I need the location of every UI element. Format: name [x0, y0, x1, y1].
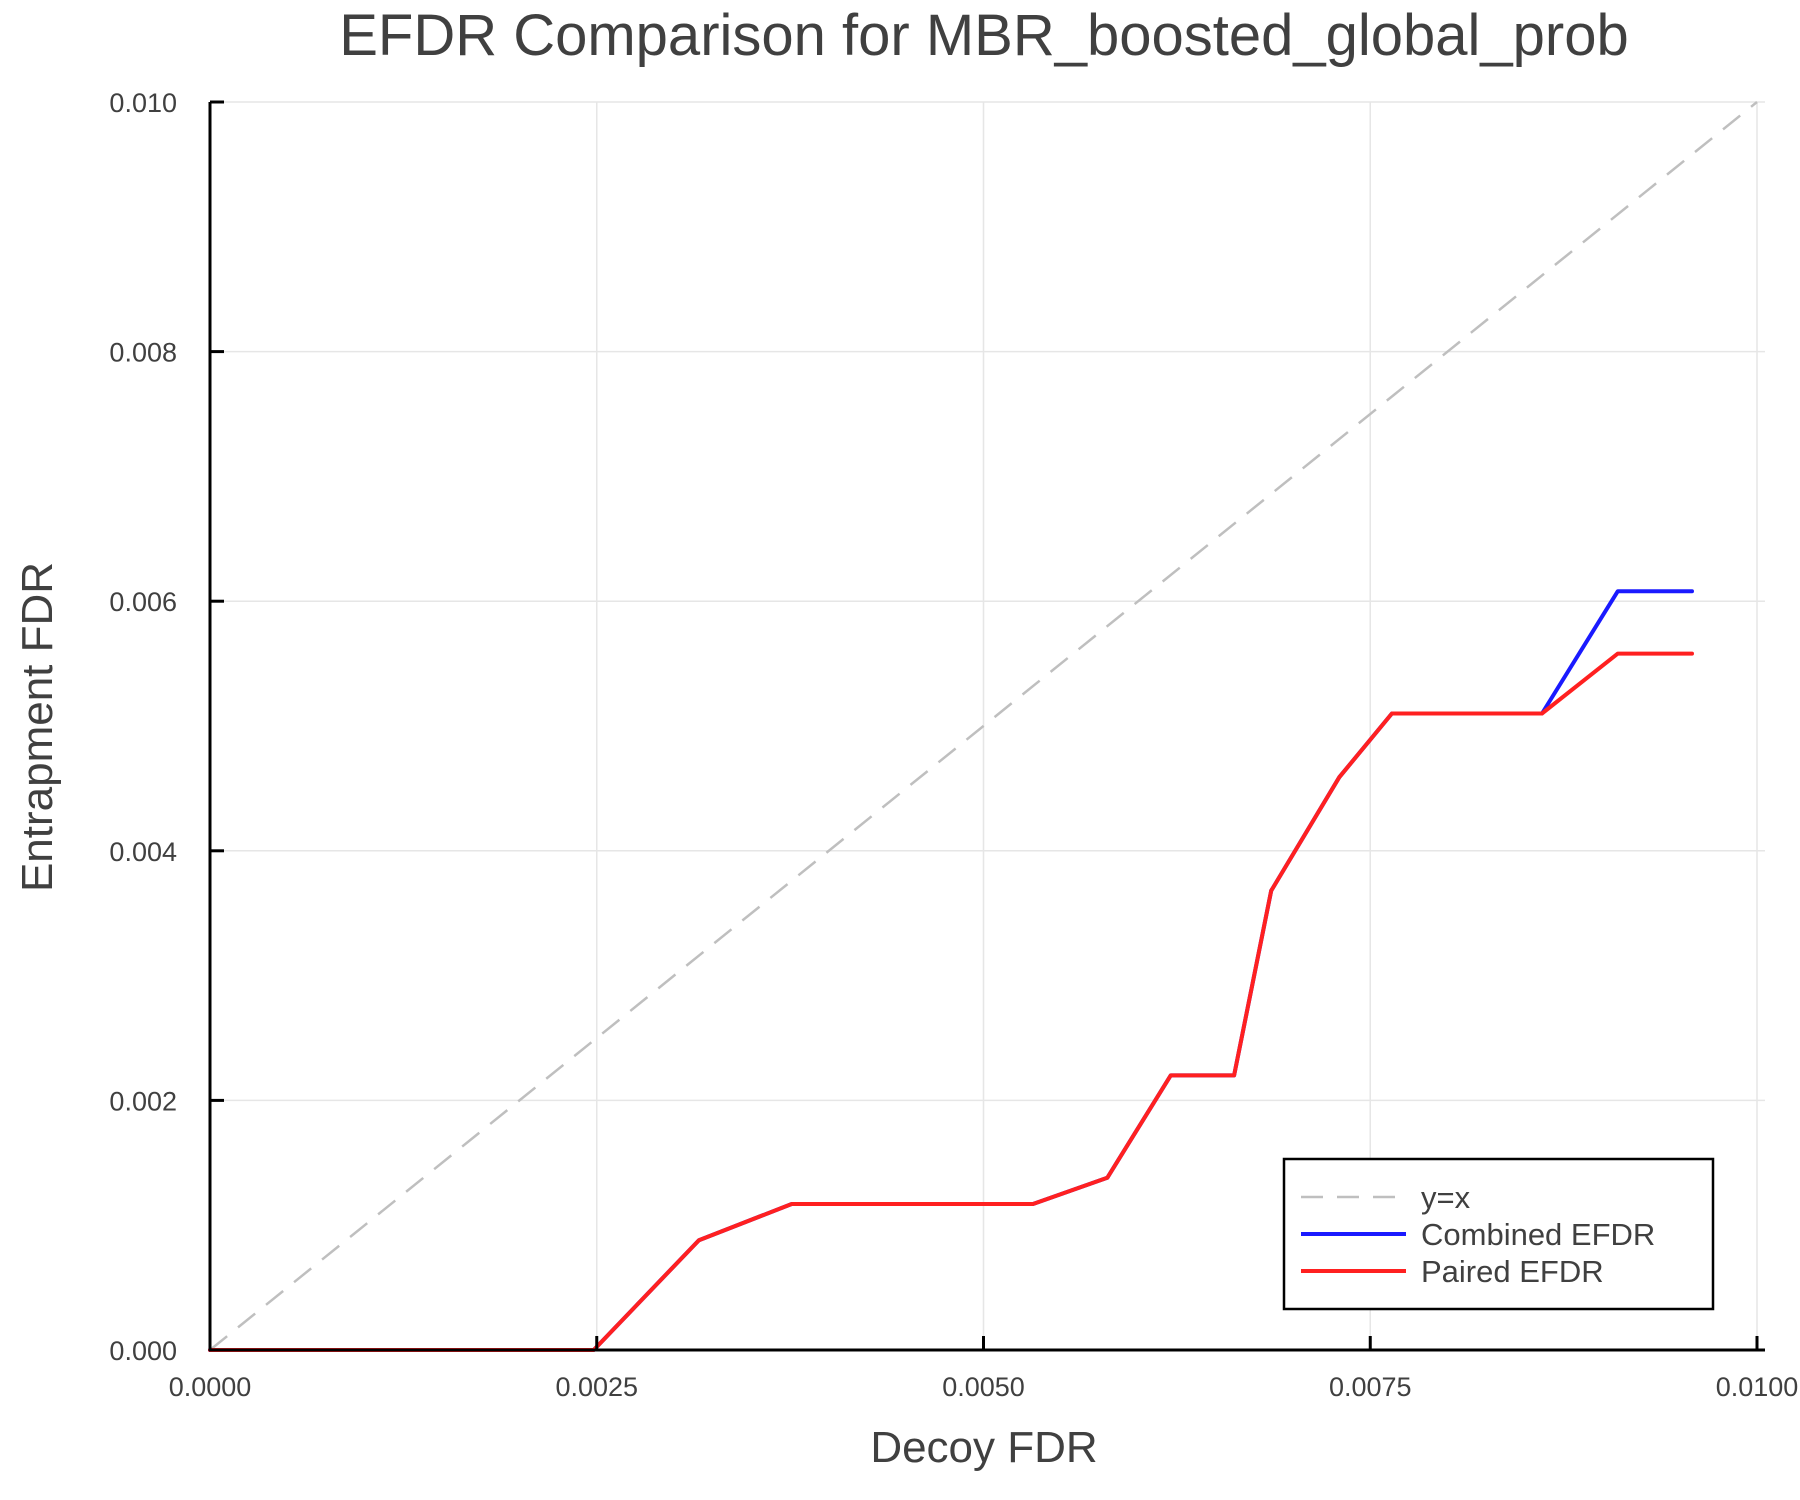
series-paired-efdr — [208, 651, 1694, 1352]
series-y-x — [209, 101, 1758, 1351]
y-tick-label: 0.006 — [109, 587, 177, 617]
legend-label: y=x — [1421, 1180, 1471, 1215]
x-tick-label: 0.0000 — [169, 1372, 252, 1402]
x-tick-label: 0.0100 — [1716, 1372, 1799, 1402]
x-axis-label: Decoy FDR — [870, 1423, 1097, 1472]
x-tick-label: 0.0025 — [555, 1372, 638, 1402]
y-tick-label: 0.000 — [109, 1336, 177, 1366]
y-tick-label: 0.008 — [109, 338, 177, 368]
y-tick-label: 0.002 — [109, 1086, 177, 1116]
chart-title: EFDR Comparison for MBR_boosted_global_p… — [339, 3, 1629, 68]
x-axis-ticks: 0.0000 0.0025 0.0050 0.0075 0.0100 — [169, 1336, 1799, 1402]
y-tick-label: 0.004 — [109, 837, 177, 867]
legend-label: Combined EFDR — [1421, 1217, 1655, 1252]
axes — [208, 102, 1765, 1352]
y-tick-label: 0.010 — [109, 88, 177, 118]
legend-label: Paired EFDR — [1421, 1254, 1604, 1289]
y-axis-ticks: 0.000 0.002 0.004 0.006 0.008 0.010 — [109, 88, 224, 1366]
y-axis-label: Entrapment FDR — [13, 562, 62, 892]
series-lines — [208, 101, 1758, 1352]
x-tick-label: 0.0075 — [1329, 1372, 1412, 1402]
x-tick-label: 0.0050 — [942, 1372, 1025, 1402]
